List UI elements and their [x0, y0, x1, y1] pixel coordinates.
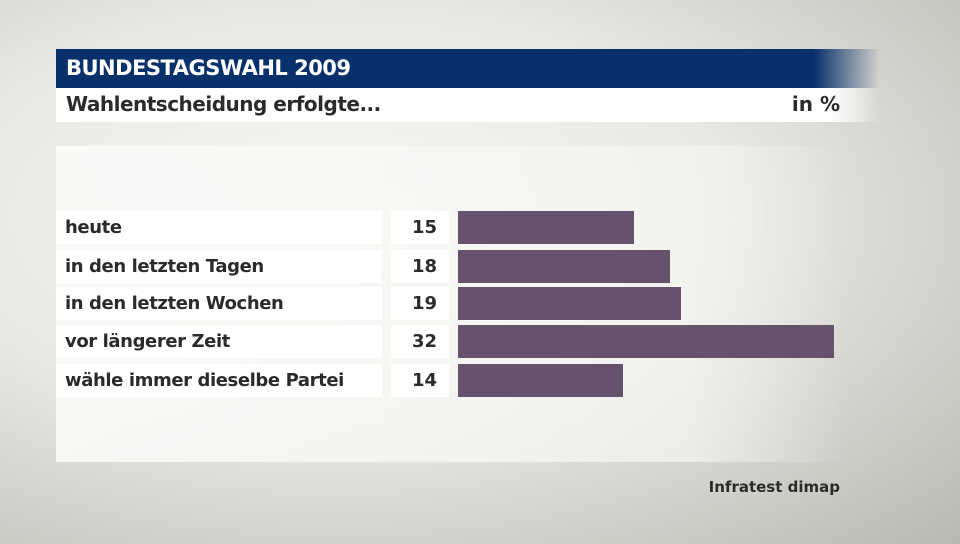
value-label-box: 15 — [391, 211, 449, 244]
category-label-box: in den letzten Tagen — [56, 250, 382, 283]
value-label: 14 — [411, 370, 437, 391]
value-label: 32 — [411, 331, 437, 352]
value-label-box: 18 — [391, 250, 449, 283]
value-label: 15 — [411, 217, 437, 238]
unit-label: in % — [791, 92, 840, 116]
bar-row: wähle immer dieselbe Partei 14 — [56, 364, 856, 397]
bar-row: vor längerer Zeit 32 — [56, 325, 856, 358]
bar — [458, 287, 682, 320]
bar — [458, 325, 834, 358]
category-label: in den letzten Wochen — [65, 293, 284, 314]
value-label: 19 — [411, 293, 437, 314]
source-label: Infratest dimap — [708, 478, 840, 496]
header-title: BUNDESTAGSWAHL 2009 — [66, 56, 351, 80]
category-label: heute — [65, 217, 122, 238]
subtitle-bar: Wahlentscheidung erfolgte... in % — [56, 88, 880, 122]
bar-row: in den letzten Wochen 19 — [56, 287, 856, 320]
category-label-box: vor längerer Zeit — [56, 325, 382, 358]
bar — [458, 211, 635, 244]
value-label-box: 14 — [391, 364, 449, 397]
category-label-box: in den letzten Wochen — [56, 287, 382, 320]
category-label-box: wähle immer dieselbe Partei — [56, 364, 382, 397]
bar-row: in den letzten Tagen 18 — [56, 250, 856, 283]
bar-row: heute 15 — [56, 211, 856, 244]
value-label-box: 32 — [391, 325, 449, 358]
bar — [458, 364, 623, 397]
chart-title: Wahlentscheidung erfolgte... — [66, 92, 381, 116]
value-label: 18 — [411, 256, 437, 277]
category-label: vor längerer Zeit — [65, 331, 230, 352]
category-label-box: heute — [56, 211, 382, 244]
category-label: wähle immer dieselbe Partei — [65, 370, 344, 391]
bar — [458, 250, 670, 283]
header-bar: BUNDESTAGSWAHL 2009 — [56, 49, 880, 88]
value-label-box: 19 — [391, 287, 449, 320]
category-label: in den letzten Tagen — [65, 256, 264, 277]
